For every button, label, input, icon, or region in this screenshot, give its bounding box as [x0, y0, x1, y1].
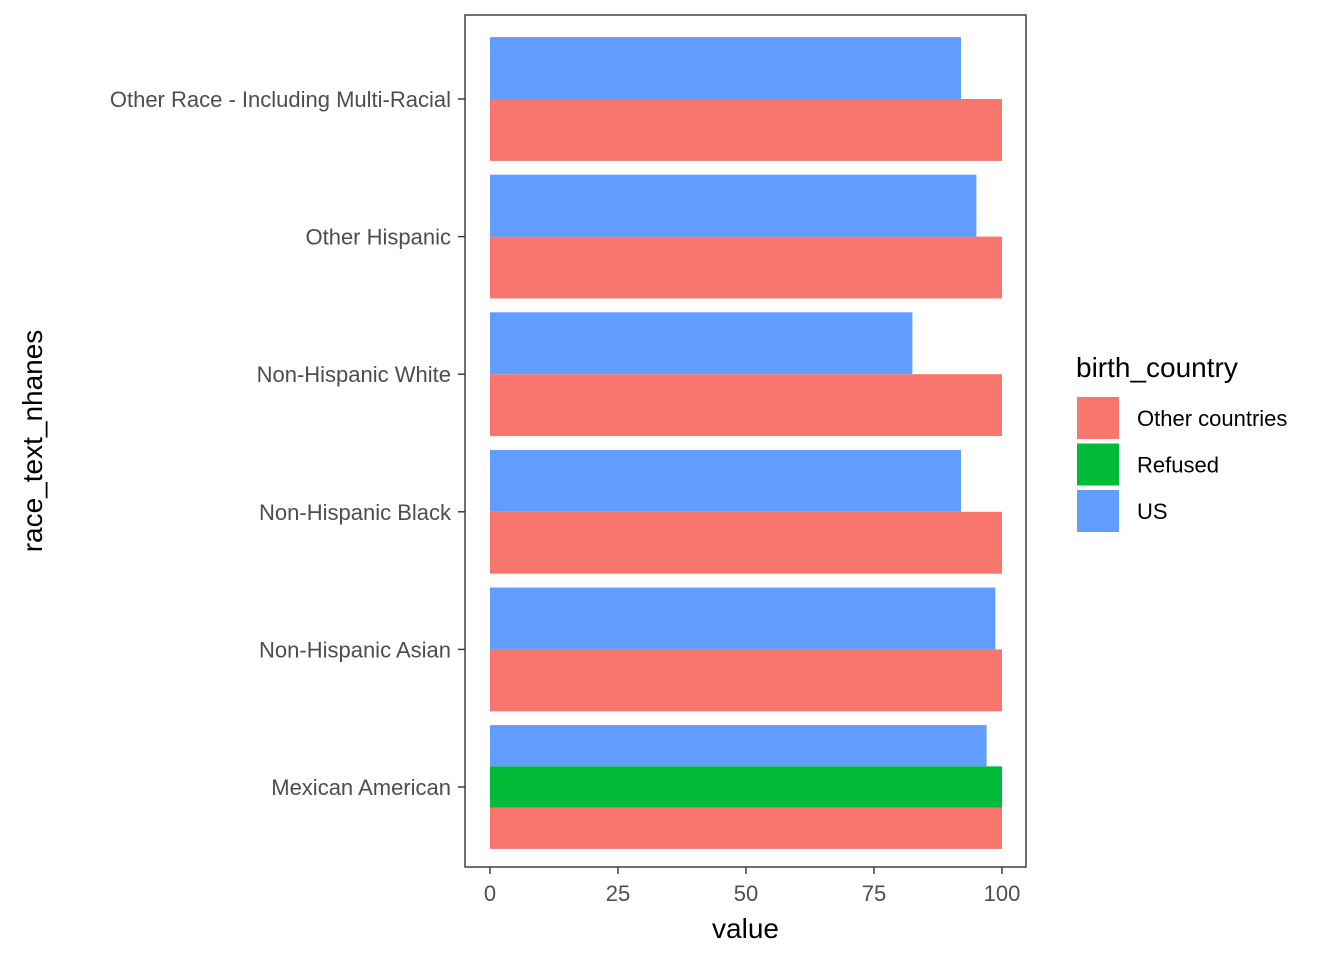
bar-other-countries-non-hispanic-white: [490, 374, 1002, 437]
legend-title: birth_country: [1076, 352, 1238, 383]
bar-refused-mexican-american: [490, 766, 1002, 808]
legend-key-other-countries: [1077, 397, 1119, 439]
x-tick-label: 100: [984, 881, 1021, 906]
bars-layer: [490, 37, 1002, 849]
y-tick-label: Other Hispanic: [305, 225, 451, 250]
y-tick-label: Non-Hispanic White: [257, 362, 451, 387]
bar-other-countries-non-hispanic-black: [490, 511, 1002, 574]
bar-us-non-hispanic-asian: [490, 587, 996, 650]
legend-label: Refused: [1137, 453, 1219, 478]
x-axis: 0 25 50 75 100: [484, 867, 1020, 906]
bar-other-countries-mexican-american: [490, 807, 1002, 849]
y-tick-label: Non-Hispanic Black: [259, 500, 452, 525]
bar-us-other-race-including-multi-racial: [490, 37, 962, 99]
x-tick-label: 0: [484, 881, 496, 906]
y-axis-title: race_text_nhanes: [17, 330, 48, 553]
bar-us-non-hispanic-white: [490, 312, 913, 375]
bar-us-non-hispanic-black: [490, 449, 962, 512]
x-tick-label: 50: [734, 881, 758, 906]
legend-label: US: [1137, 499, 1168, 524]
x-tick-label: 25: [606, 881, 630, 906]
x-tick-label: 75: [862, 881, 886, 906]
y-tick-label: Non-Hispanic Asian: [259, 637, 451, 662]
bar-other-countries-other-hispanic: [490, 236, 1002, 299]
y-tick-label: Mexican American: [271, 775, 451, 800]
y-axis: Mexican American Non-Hispanic Asian Non-Hi…: [110, 87, 465, 800]
legend: birth_country Other countries Refused US: [1076, 352, 1287, 532]
legend-key-us: [1077, 490, 1119, 532]
x-axis-title: value: [712, 913, 779, 944]
legend-key-refused: [1077, 443, 1119, 486]
bar-other-countries-non-hispanic-asian: [490, 649, 1002, 712]
y-tick-label: Other Race - Including Multi-Racial: [110, 87, 451, 112]
legend-label: Other countries: [1137, 406, 1287, 431]
bar-us-mexican-american: [490, 725, 987, 767]
bar-other-countries-other-race-including-multi-racial: [490, 99, 1002, 161]
bar-us-other-hispanic: [490, 174, 977, 237]
